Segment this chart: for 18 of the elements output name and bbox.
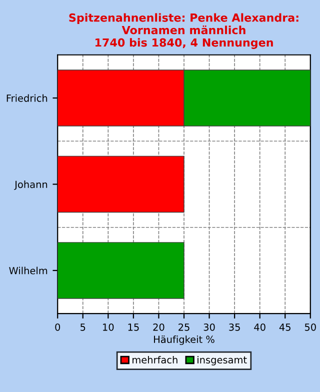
x-tick-label: 20 bbox=[153, 323, 164, 331]
x-axis-title: Häufigkeit % bbox=[154, 336, 214, 345]
x-tick-label: 30 bbox=[204, 323, 215, 331]
x-tick-label: 10 bbox=[103, 323, 114, 331]
y-tick-label: Johann bbox=[14, 180, 48, 190]
x-tick-label: 0 bbox=[55, 323, 60, 331]
x-tick-label: 15 bbox=[128, 324, 139, 331]
x-tick-label: 40 bbox=[254, 323, 266, 331]
y-tick-label: Friedrich bbox=[6, 94, 48, 102]
legend-label: mehrfach bbox=[132, 356, 178, 364]
chart-title: Spitzenahnenliste: Penke Alexandra: Vornamen männlich 1740 bis 1840, 4 Nennungen bbox=[69, 13, 298, 49]
y-tick-label: Wilhelm bbox=[9, 266, 48, 274]
legend-label: insgesamt bbox=[198, 356, 247, 366]
x-tick-label: 25 bbox=[178, 323, 190, 331]
x-tick-label: 35 bbox=[229, 323, 240, 331]
x-tick-label: 45 bbox=[279, 324, 290, 331]
x-tick-label: 5 bbox=[80, 324, 86, 331]
x-tick-label: 50 bbox=[304, 323, 316, 331]
